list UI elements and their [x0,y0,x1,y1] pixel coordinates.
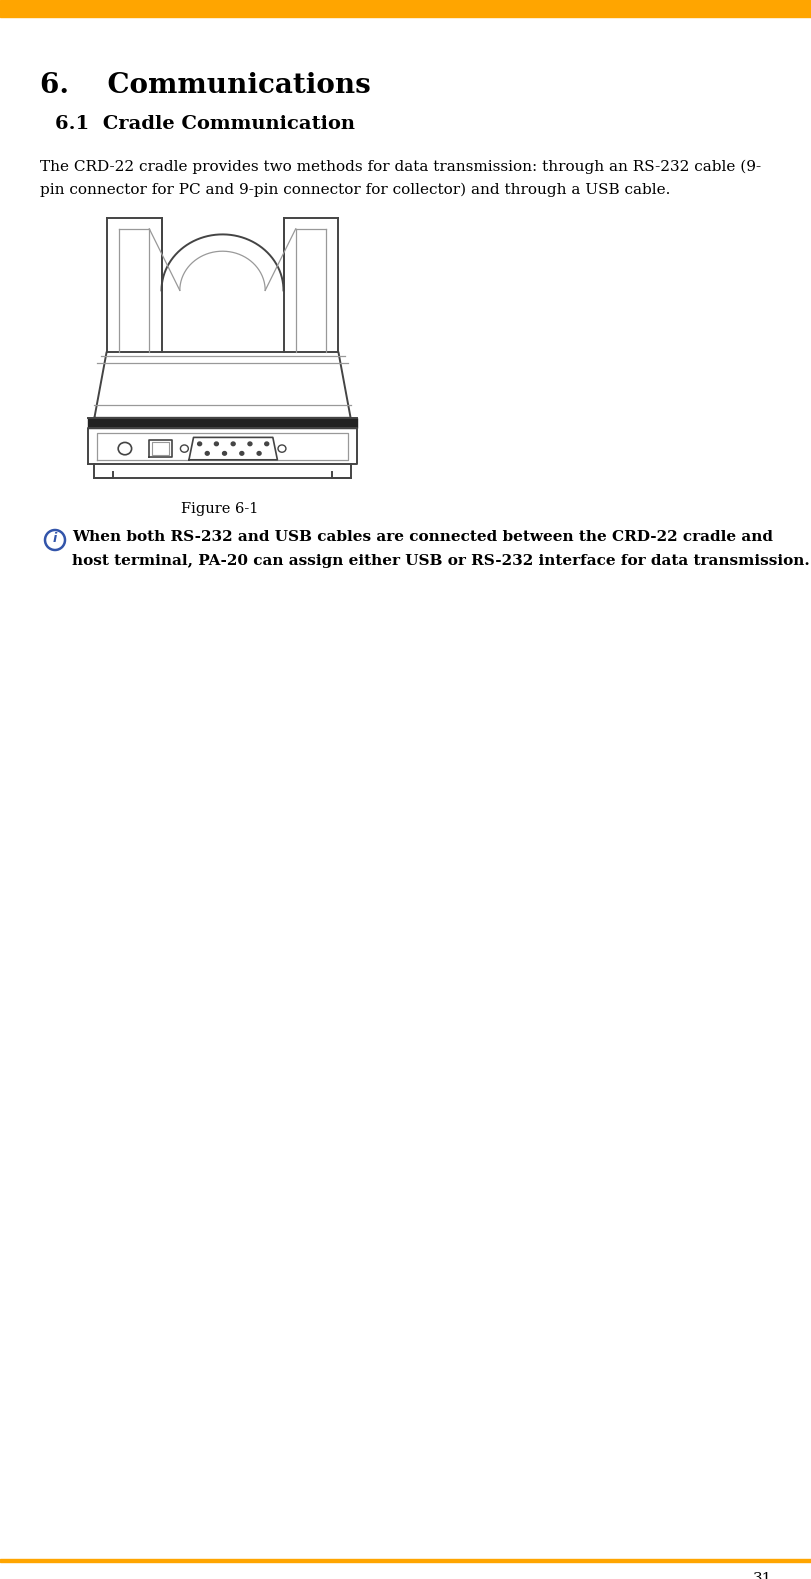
Text: 6.1  Cradle Communication: 6.1 Cradle Communication [55,115,354,133]
Text: The CRD-22 cradle provides two methods for data transmission: through an RS-232 : The CRD-22 cradle provides two methods f… [40,159,760,174]
Circle shape [205,452,209,455]
Circle shape [231,442,235,445]
Text: When both RS-232 and USB cables are connected between the CRD-22 cradle and: When both RS-232 and USB cables are conn… [72,531,772,545]
Circle shape [214,442,218,445]
Bar [88,418,356,428]
Bar [0,0,811,14]
Bar [0,14,811,17]
Text: host terminal, PA-20 can assign either USB or RS-232 interface for data transmis: host terminal, PA-20 can assign either U… [72,554,809,568]
Text: Figure 6-1: Figure 6-1 [181,502,259,516]
Text: 6.    Communications: 6. Communications [40,73,371,99]
Circle shape [264,442,268,445]
Circle shape [197,442,201,445]
Bar [0,1558,811,1562]
Circle shape [222,452,226,455]
Text: 31: 31 [752,1573,771,1579]
Text: pin connector for PC and 9-pin connector for collector) and through a USB cable.: pin connector for PC and 9-pin connector… [40,183,670,197]
Text: i: i [53,532,57,545]
Circle shape [239,452,243,455]
Circle shape [247,442,251,445]
Circle shape [257,452,261,455]
